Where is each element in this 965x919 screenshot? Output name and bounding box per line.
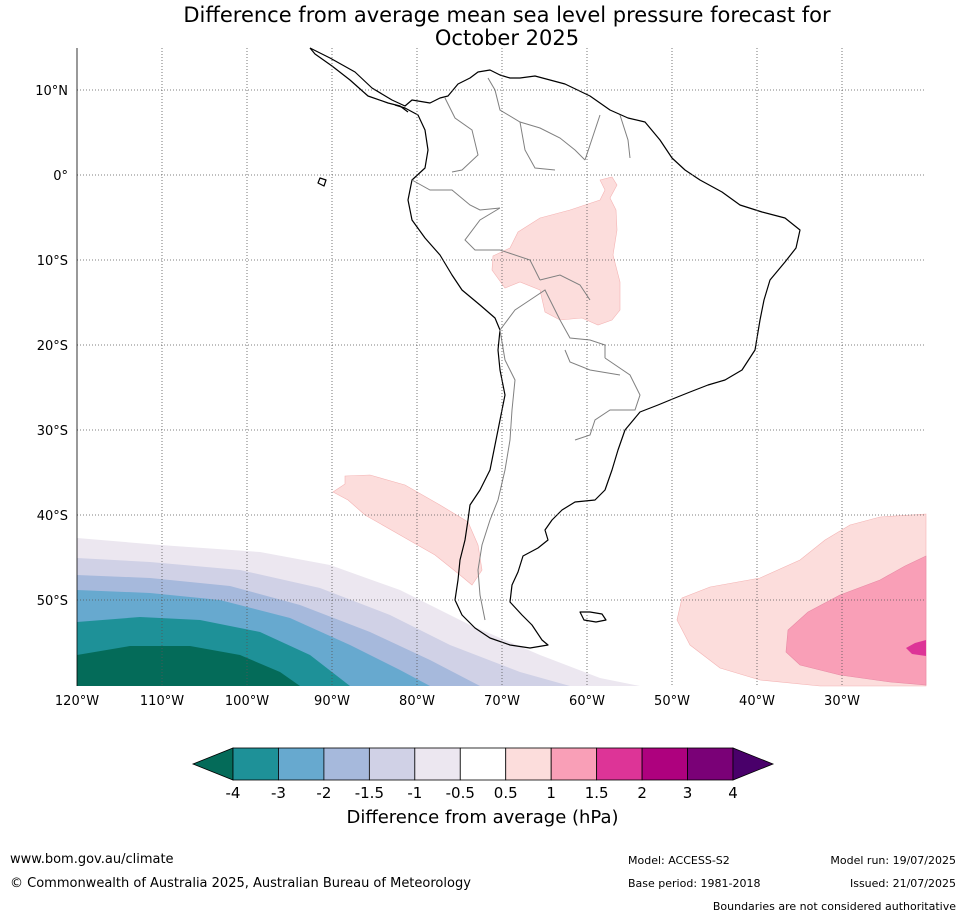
lat-label-0: 0° (53, 169, 68, 184)
colorbar-tick-label: 1.5 (585, 784, 609, 802)
colorbar-tick-label: -0.5 (446, 784, 475, 802)
footer-boundaries-note: Boundaries are not considered authoritat… (712, 900, 956, 913)
colorbar-tick-label: -2 (316, 784, 331, 802)
lon-label-80w: 80°W (399, 694, 435, 709)
anomaly-atlantic-p1p5 (906, 640, 926, 656)
footer-base-period: Base period: 1981-2018 (628, 877, 761, 890)
footer-model-run: Model run: 19/07/2025 (830, 854, 956, 867)
lat-label-30s: 30°S (37, 424, 68, 439)
colorbar-segment (459, 747, 507, 781)
title-line-2: October 2025 (434, 26, 580, 50)
colorbar-segment (641, 747, 688, 781)
colorbar-tick-label: 4 (728, 784, 738, 802)
falklands (579, 611, 607, 623)
lat-label-40s: 40°S (37, 509, 68, 524)
lon-label-60w: 60°W (569, 694, 605, 709)
colorbar-arrow-low (191, 747, 234, 781)
colorbar-tick-label: 2 (637, 784, 647, 802)
lon-label-100w: 100°W (225, 694, 269, 709)
lon-label-40w: 40°W (739, 694, 775, 709)
central-america-coastline (309, 47, 409, 113)
colorbar-legend: -4 -3 -2 -1.5 -1 -0.5 0.5 1 1.5 2 3 4 (191, 747, 775, 802)
colorbar-tick-label: -1.5 (355, 784, 384, 802)
footer-website: www.bom.gov.au/climate (10, 852, 174, 867)
colorbar-tick-label: 3 (683, 784, 693, 802)
lon-label-120w: 120°W (55, 694, 99, 709)
colorbar-segment (550, 747, 598, 781)
colorbar-segment (505, 747, 552, 781)
anomaly-band-m4 (77, 646, 300, 686)
colorbar-tick-label: -1 (407, 784, 422, 802)
colorbar-tick-label: 1 (546, 784, 556, 802)
colorbar-arrow-high (732, 747, 775, 781)
lon-label-30w: 30°W (824, 694, 860, 709)
colorbar-tick-label: 0.5 (494, 784, 518, 802)
graticule (77, 48, 926, 686)
map-title: Difference from average mean sea level p… (0, 4, 965, 50)
colorbar-segment (414, 747, 461, 781)
footer-model: Model: ACCESS-S2 (628, 854, 730, 867)
south-america-coastline (309, 47, 801, 649)
galapagos (317, 177, 327, 187)
colorbar-segment (596, 747, 643, 781)
anomaly-chile-pacific-p0p5 (332, 474, 483, 586)
colorbar-segment (687, 747, 734, 781)
title-line-1: Difference from average mean sea level p… (183, 3, 831, 27)
latitude-labels: 10°N 0° 10°S 20°S 30°S 40°S 50°S (35, 84, 68, 609)
lat-label-50s: 50°S (37, 594, 68, 609)
lon-label-70w: 70°W (484, 694, 520, 709)
lat-label-10s: 10°S (37, 254, 68, 269)
colorbar-title: Difference from average (hPa) (346, 807, 619, 828)
lat-label-10n: 10°N (35, 84, 68, 99)
footer-copyright: © Commonwealth of Australia 2025, Austra… (10, 876, 471, 891)
lon-label-110w: 110°W (140, 694, 184, 709)
colorbar-tick-label: -4 (226, 784, 241, 802)
colorbar-segment (323, 747, 370, 781)
longitude-labels: 120°W 110°W 100°W 90°W 80°W 70°W 60°W 50… (55, 694, 860, 709)
colorbar-segment (368, 747, 416, 781)
negative-anomaly-region (77, 538, 640, 686)
colorbar-tick-label: -3 (271, 784, 286, 802)
anomaly-atlantic-p1 (785, 555, 927, 686)
footer-issued: Issued: 21/07/2025 (849, 877, 956, 890)
coastlines (309, 47, 801, 649)
anomaly-amazon-p0p5 (491, 176, 621, 326)
positive-anomaly-region (332, 176, 927, 687)
lon-label-50w: 50°W (654, 694, 690, 709)
colorbar-segment (278, 747, 325, 781)
lon-label-90w: 90°W (314, 694, 350, 709)
colorbar-segment (232, 747, 279, 781)
lat-label-20s: 20°S (37, 339, 68, 354)
